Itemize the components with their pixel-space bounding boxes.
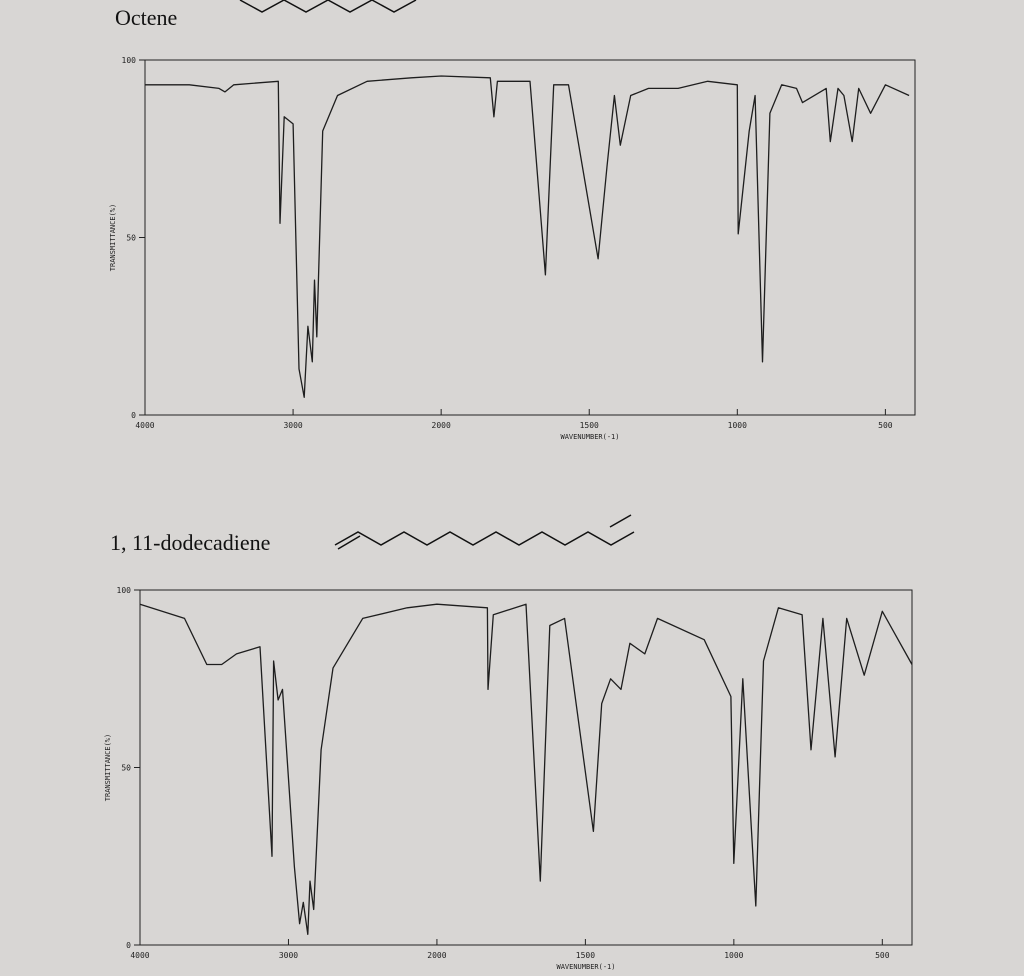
chart-title: 1, 11-dodecadiene <box>110 530 270 555</box>
dodecadiene-structure <box>334 531 635 546</box>
y-tick-label: 100 <box>117 586 132 595</box>
x-tick-label: 2000 <box>432 421 451 430</box>
x-tick-label: 1500 <box>580 421 599 430</box>
y-tick-label: 50 <box>126 234 136 243</box>
x-axis-label: WAVENUMBER(-1) <box>560 433 619 441</box>
double-bond <box>609 514 632 528</box>
chart-title: Octene <box>115 5 177 30</box>
double-bond <box>337 535 361 550</box>
y-axis-label: TRANSMITTANCE(%) <box>109 204 117 271</box>
spectrum-line <box>139 603 913 936</box>
x-tick-label: 500 <box>875 951 890 960</box>
y-tick-label: 100 <box>122 56 137 65</box>
spectrum-line <box>145 75 910 398</box>
x-tick-label: 4000 <box>135 421 154 430</box>
x-tick-label: 3000 <box>279 951 298 960</box>
y-axis-label: TRANSMITTANCE(%) <box>104 734 112 801</box>
x-tick-label: 4000 <box>130 951 149 960</box>
x-tick-label: 500 <box>878 421 893 430</box>
x-tick-label: 2000 <box>427 951 446 960</box>
y-tick-label: 0 <box>131 411 136 420</box>
x-tick-label: 1500 <box>576 951 595 960</box>
octene-structure <box>239 0 417 13</box>
y-tick-label: 0 <box>126 941 131 950</box>
x-tick-label: 1000 <box>728 421 747 430</box>
x-axis-label: WAVENUMBER(-1) <box>556 963 615 971</box>
y-tick-label: 50 <box>121 764 131 773</box>
x-tick-label: 1000 <box>724 951 743 960</box>
x-tick-label: 3000 <box>283 421 302 430</box>
